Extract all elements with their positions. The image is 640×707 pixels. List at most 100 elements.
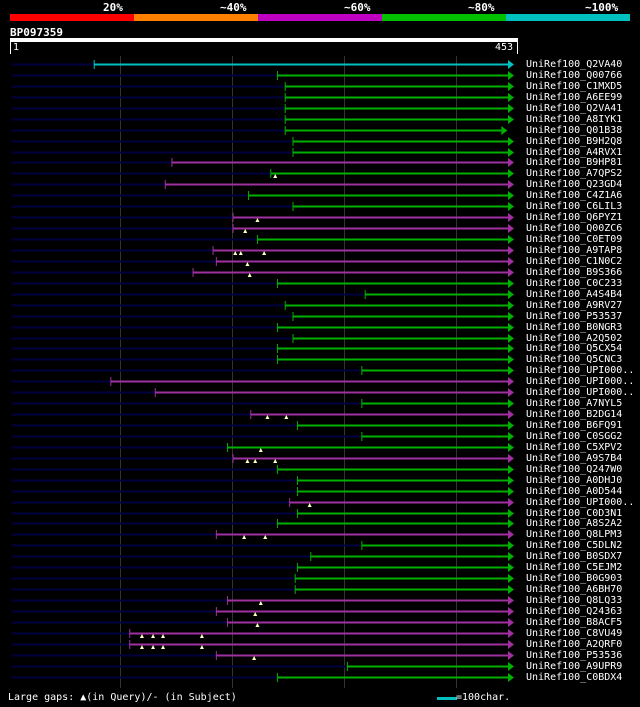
- hit-row[interactable]: UniRef100_B9HP81: [0, 157, 640, 168]
- hit-name-link[interactable]: UniRef100_Q247W0: [526, 463, 623, 475]
- hit-alignment-graphic[interactable]: [0, 333, 524, 344]
- hit-name-link[interactable]: UniRef100_A6EE99: [526, 91, 623, 103]
- hit-alignment-graphic[interactable]: [0, 595, 524, 606]
- hit-alignment-graphic[interactable]: [0, 147, 524, 158]
- hit-row[interactable]: UniRef100_A9RV27: [0, 300, 640, 311]
- hit-alignment-graphic[interactable]: [0, 322, 524, 333]
- hit-alignment-graphic[interactable]: [0, 617, 524, 628]
- hit-row[interactable]: UniRef100_C5XPV2: [0, 442, 640, 453]
- hit-row[interactable]: UniRef100_Q23GD4: [0, 179, 640, 190]
- hit-name-link[interactable]: UniRef100_UPI000..: [526, 387, 635, 399]
- hit-alignment-graphic[interactable]: [0, 606, 524, 617]
- hit-name-link[interactable]: UniRef100_C1N0C2: [526, 255, 623, 267]
- hit-name-link[interactable]: UniRef100_P53537: [526, 310, 623, 322]
- hit-row[interactable]: UniRef100_A6EE99: [0, 92, 640, 103]
- hit-row[interactable]: UniRef100_C0ET09: [0, 234, 640, 245]
- hit-row[interactable]: UniRef100_Q00766: [0, 70, 640, 81]
- hit-alignment-graphic[interactable]: [0, 136, 524, 147]
- hit-alignment-graphic[interactable]: [0, 672, 524, 683]
- hit-name-link[interactable]: UniRef100_A7NYL5: [526, 398, 623, 410]
- hit-name-link[interactable]: UniRef100_C0D3N1: [526, 507, 623, 519]
- hit-name-link[interactable]: UniRef100_A9S7B4: [526, 452, 623, 464]
- hit-name-link[interactable]: UniRef100_A2QRF0: [526, 638, 623, 650]
- hit-row[interactable]: UniRef100_B9H2Q8: [0, 136, 640, 147]
- hit-name-link[interactable]: UniRef100_C0SGG2: [526, 430, 623, 442]
- hit-name-link[interactable]: UniRef100_A0DHJ0: [526, 474, 623, 486]
- hit-alignment-graphic[interactable]: [0, 661, 524, 672]
- hit-name-link[interactable]: UniRef100_B9S366: [526, 266, 623, 278]
- hit-row[interactable]: UniRef100_UPI000..: [0, 376, 640, 387]
- hit-alignment-graphic[interactable]: [0, 420, 524, 431]
- hit-row[interactable]: UniRef100_Q8LPM3: [0, 529, 640, 540]
- hit-row[interactable]: UniRef100_A9UPR9: [0, 661, 640, 672]
- hit-name-link[interactable]: UniRef100_A8S2A2: [526, 518, 623, 530]
- hit-row[interactable]: UniRef100_A8S2A2: [0, 518, 640, 529]
- hit-row[interactable]: UniRef100_A9TAP8: [0, 245, 640, 256]
- hit-name-link[interactable]: UniRef100_B9H2Q8: [526, 135, 623, 147]
- hit-row[interactable]: UniRef100_A7NYL5: [0, 398, 640, 409]
- hit-alignment-graphic[interactable]: [0, 497, 524, 508]
- hit-alignment-graphic[interactable]: [0, 190, 524, 201]
- hit-row[interactable]: UniRef100_Q00ZC6: [0, 223, 640, 234]
- hit-name-link[interactable]: UniRef100_B9HP81: [526, 157, 623, 169]
- hit-row[interactable]: UniRef100_C5DLN2: [0, 540, 640, 551]
- hit-alignment-graphic[interactable]: [0, 584, 524, 595]
- hit-alignment-graphic[interactable]: [0, 343, 524, 354]
- hit-alignment-graphic[interactable]: [0, 114, 524, 125]
- hit-alignment-graphic[interactable]: [0, 529, 524, 540]
- hit-name-link[interactable]: UniRef100_C0ET09: [526, 234, 623, 246]
- hit-name-link[interactable]: UniRef100_UPI000..: [526, 376, 635, 388]
- hit-name-link[interactable]: UniRef100_C0C233: [526, 277, 623, 289]
- hit-name-link[interactable]: UniRef100_C6LIL3: [526, 201, 623, 213]
- hit-alignment-graphic[interactable]: [0, 311, 524, 322]
- hit-name-link[interactable]: UniRef100_Q5CX54: [526, 343, 623, 355]
- hit-alignment-graphic[interactable]: [0, 278, 524, 289]
- hit-row[interactable]: UniRef100_C1MXD5: [0, 81, 640, 92]
- hit-alignment-graphic[interactable]: [0, 81, 524, 92]
- hit-row[interactable]: UniRef100_A0DHJ0: [0, 475, 640, 486]
- hit-name-link[interactable]: UniRef100_Q00ZC6: [526, 223, 623, 235]
- hit-row[interactable]: UniRef100_UPI000..: [0, 387, 640, 398]
- hit-alignment-graphic[interactable]: [0, 431, 524, 442]
- hit-alignment-graphic[interactable]: [0, 267, 524, 278]
- hit-alignment-graphic[interactable]: [0, 518, 524, 529]
- hit-row[interactable]: UniRef100_Q6PYZ1: [0, 212, 640, 223]
- hit-name-link[interactable]: UniRef100_A2Q502: [526, 332, 623, 344]
- hit-row[interactable]: UniRef100_C1N0C2: [0, 256, 640, 267]
- hit-name-link[interactable]: UniRef100_Q24363: [526, 606, 623, 617]
- hit-name-link[interactable]: UniRef100_C5EJM2: [526, 562, 623, 574]
- hit-row[interactable]: UniRef100_A4S4B4: [0, 289, 640, 300]
- hit-name-link[interactable]: UniRef100_C5DLN2: [526, 540, 623, 552]
- hit-alignment-graphic[interactable]: [0, 103, 524, 114]
- hit-row[interactable]: UniRef100_B2DG14: [0, 409, 640, 420]
- hit-row[interactable]: UniRef100_C6LIL3: [0, 201, 640, 212]
- hit-alignment-graphic[interactable]: [0, 453, 524, 464]
- hit-alignment-graphic[interactable]: [0, 223, 524, 234]
- hit-row[interactable]: UniRef100_B0G903: [0, 573, 640, 584]
- hit-row[interactable]: UniRef100_UPI000..: [0, 365, 640, 376]
- hit-name-link[interactable]: UniRef100_Q01B38: [526, 124, 623, 136]
- hit-alignment-graphic[interactable]: [0, 628, 524, 639]
- hit-name-link[interactable]: UniRef100_B0SDX7: [526, 551, 623, 563]
- hit-name-link[interactable]: UniRef100_Q00766: [526, 69, 623, 81]
- hit-alignment-graphic[interactable]: [0, 551, 524, 562]
- hit-row[interactable]: UniRef100_B0SDX7: [0, 551, 640, 562]
- hit-name-link[interactable]: UniRef100_Q6PYZ1: [526, 212, 623, 224]
- hit-name-link[interactable]: UniRef100_A4S4B4: [526, 288, 623, 300]
- hit-alignment-graphic[interactable]: [0, 256, 524, 267]
- hit-name-link[interactable]: UniRef100_A9TAP8: [526, 244, 623, 256]
- hit-alignment-graphic[interactable]: [0, 201, 524, 212]
- hit-row[interactable]: UniRef100_C0BDX4: [0, 672, 640, 683]
- hit-row[interactable]: UniRef100_Q24363: [0, 606, 640, 617]
- hit-alignment-graphic[interactable]: [0, 540, 524, 551]
- hit-alignment-graphic[interactable]: [0, 234, 524, 245]
- hit-row[interactable]: UniRef100_A6BH70: [0, 584, 640, 595]
- hit-alignment-graphic[interactable]: [0, 59, 524, 70]
- hit-name-link[interactable]: UniRef100_P53536: [526, 649, 623, 661]
- hit-row[interactable]: UniRef100_C0SGG2: [0, 431, 640, 442]
- hit-alignment-graphic[interactable]: [0, 639, 524, 650]
- hit-alignment-graphic[interactable]: [0, 376, 524, 387]
- hit-name-link[interactable]: UniRef100_A9UPR9: [526, 660, 623, 672]
- hit-alignment-graphic[interactable]: [0, 289, 524, 300]
- hit-row[interactable]: UniRef100_Q2VA40: [0, 59, 640, 70]
